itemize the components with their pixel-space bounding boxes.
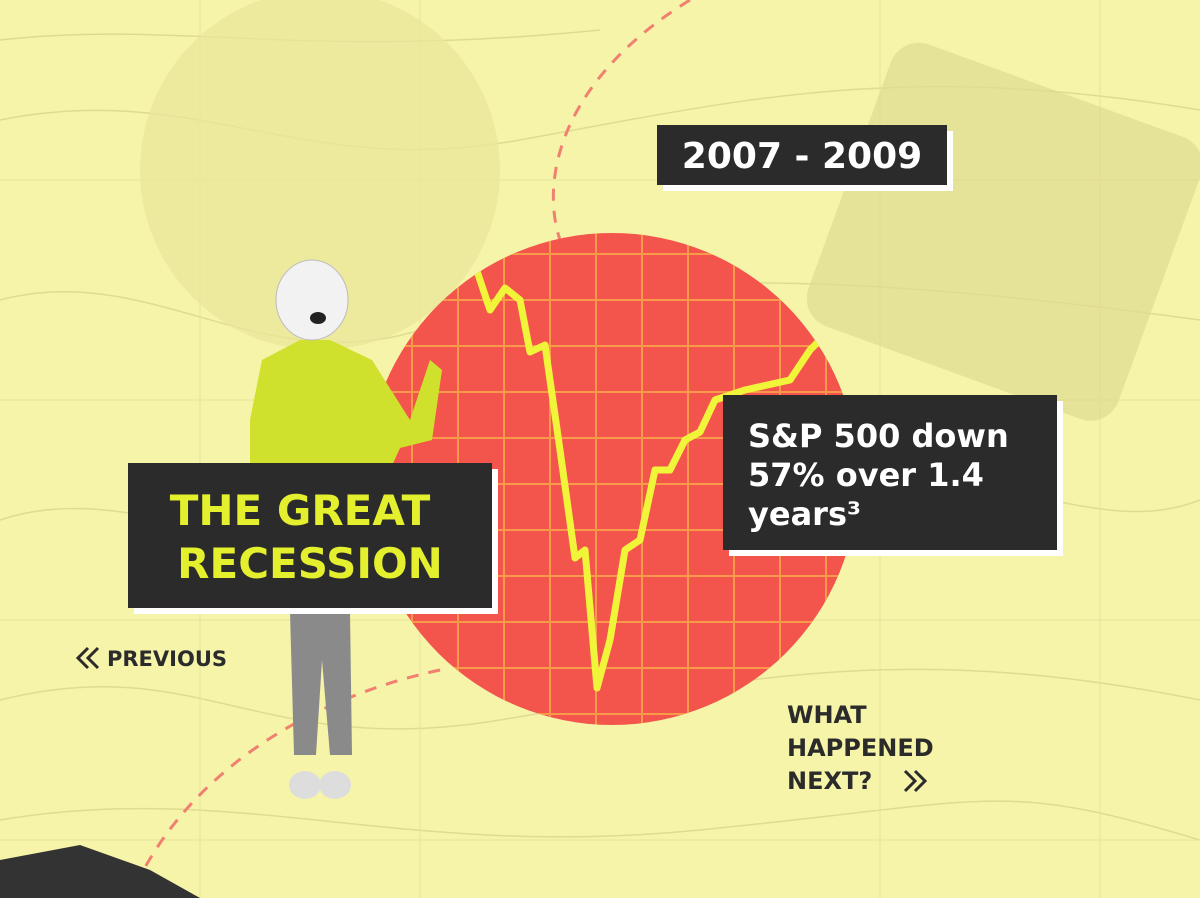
fact-box: S&P 500 down 57% over 1.4 years³ [723, 395, 1063, 556]
shoe [319, 771, 351, 799]
torn-paper [0, 845, 200, 898]
legs [290, 612, 352, 755]
dashed-path [128, 0, 691, 898]
title-box: THE GREAT RECESSION [128, 463, 498, 614]
fact-bg [723, 395, 1057, 550]
date-badge: 2007 - 2009 [657, 125, 953, 191]
previous-button[interactable]: PREVIOUS [75, 646, 227, 671]
bg-coin [140, 0, 500, 350]
bear-head [275, 259, 349, 341]
title-bg [128, 463, 492, 608]
next-label[interactable]: HAPPENED [787, 734, 934, 762]
fact-line: S&P 500 down [748, 417, 1009, 455]
shirt [250, 340, 442, 470]
title-line: RECESSION [177, 539, 443, 588]
character [250, 259, 442, 799]
next-label[interactable]: NEXT? [787, 767, 872, 795]
fact-line: 57% over 1.4 [748, 456, 984, 494]
title-line: THE GREAT [170, 486, 431, 535]
date-text: 2007 - 2009 [682, 136, 922, 177]
bear-nose [310, 312, 326, 324]
next-arrow [903, 769, 928, 793]
prev-arrow [75, 646, 100, 670]
next-label[interactable]: WHAT [787, 701, 867, 729]
previous-label[interactable]: PREVIOUS [107, 647, 227, 671]
next-button[interactable]: WHAT HAPPENED NEXT? [787, 701, 934, 795]
badge-box [657, 125, 947, 185]
fact-line: years³ [748, 495, 861, 533]
shoe [289, 771, 321, 799]
